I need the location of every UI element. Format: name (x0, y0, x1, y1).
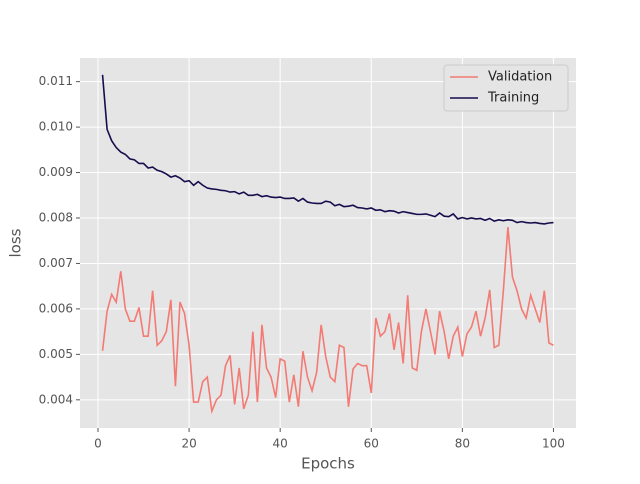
y-tick-label: 0.011 (39, 74, 73, 88)
x-tick-label: 60 (364, 437, 379, 451)
legend-label: Training (487, 91, 539, 106)
y-tick-label: 0.008 (39, 211, 73, 225)
legend-label: Validation (488, 70, 552, 85)
x-tick-label: 0 (94, 437, 102, 451)
x-tick-label: 40 (273, 437, 288, 451)
series-line (101, 227, 554, 415)
y-tick-label: 0.004 (39, 392, 73, 406)
y-axis-label: loss (7, 228, 25, 257)
y-tick-label: 0.006 (39, 301, 73, 315)
x-tick-label: 20 (181, 437, 196, 451)
y-tick-label: 0.009 (39, 165, 73, 179)
x-axis-label: Epochs (301, 455, 355, 473)
y-tick-label: 0.005 (39, 347, 73, 361)
x-tick-label: 80 (455, 437, 470, 451)
y-tick-label: 0.007 (39, 256, 73, 270)
x-tick-label: 100 (542, 437, 565, 451)
series-line (101, 74, 554, 225)
y-tick-label: 0.010 (39, 120, 73, 134)
plot-area (80, 58, 576, 428)
